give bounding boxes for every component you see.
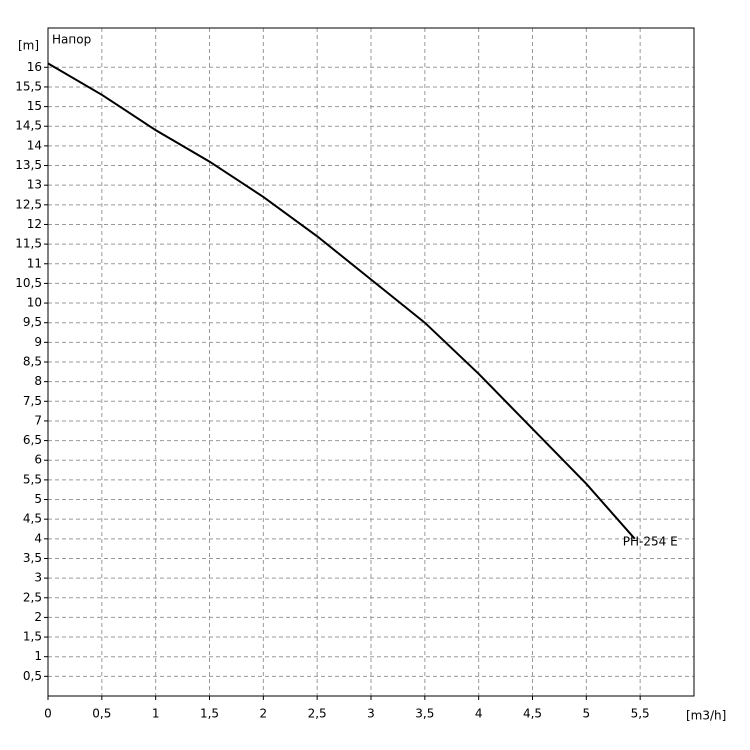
line-series [47,62,636,540]
y-tick-label: 15 [27,99,42,113]
y-tick-label: 7,5 [23,394,42,408]
y-tick-label: 8,5 [23,355,42,369]
y-tick-label: 3,5 [23,551,42,565]
y-tick-label: 2 [34,610,42,624]
y-tick-label: 1 [34,649,42,663]
y-tick-label: 10 [27,296,42,310]
y-tick-label: 7 [34,413,42,427]
series-label: PH-254 E [623,534,678,548]
y-tick-label: 0,5 [23,669,42,683]
y-tick-label: 13,5 [15,158,42,172]
x-tick-label: 5,5 [631,707,650,721]
y-tick-label: 11,5 [15,237,42,251]
annotation: Напор [52,33,91,47]
y-tick-label: 9,5 [23,315,42,329]
y-tick-label: 8 [34,374,42,388]
y-tick-label: 12 [27,217,42,231]
y-tick-label: 6,5 [23,433,42,447]
y-tick-label: 3 [34,571,42,585]
y-tick-label: 1,5 [23,630,42,644]
y-tick-label: 5 [34,492,42,506]
y-tick-label: 4 [34,531,42,545]
x-tick-label: 4 [475,707,483,721]
y-tick-label: 11 [27,256,42,270]
y-tick-label: 5,5 [23,472,42,486]
y-axis-label: [m] [18,39,39,53]
x-tick-label: 0,5 [92,707,111,721]
y-tick-label: 13 [27,178,42,192]
y-tick-label: 16 [27,60,42,74]
x-axis-label: [m3/h] [686,709,726,723]
x-tick-label: 1,5 [200,707,219,721]
y-tick-label: 14,5 [15,119,42,133]
y-tick-label: 10,5 [15,276,42,290]
y-tick-label: 4,5 [23,512,42,526]
y-tick-label: 6 [34,453,42,467]
y-tick-label: 15,5 [15,79,42,93]
x-tick-label: 2 [260,707,268,721]
x-tick-label: 3,5 [415,707,434,721]
x-tick-label: 5 [583,707,591,721]
y-tick-label: 14 [27,138,42,152]
x-tick-label: 4,5 [523,707,542,721]
y-tick-label: 2,5 [23,590,42,604]
plot-frame [47,27,695,697]
x-tick-label: 3 [367,707,375,721]
y-tick-label: 9 [34,335,42,349]
y-tick-label: 12,5 [15,197,42,211]
x-tick-label: 2,5 [308,707,327,721]
x-tick-label: 0 [44,707,52,721]
x-tick-label: 1 [152,707,160,721]
